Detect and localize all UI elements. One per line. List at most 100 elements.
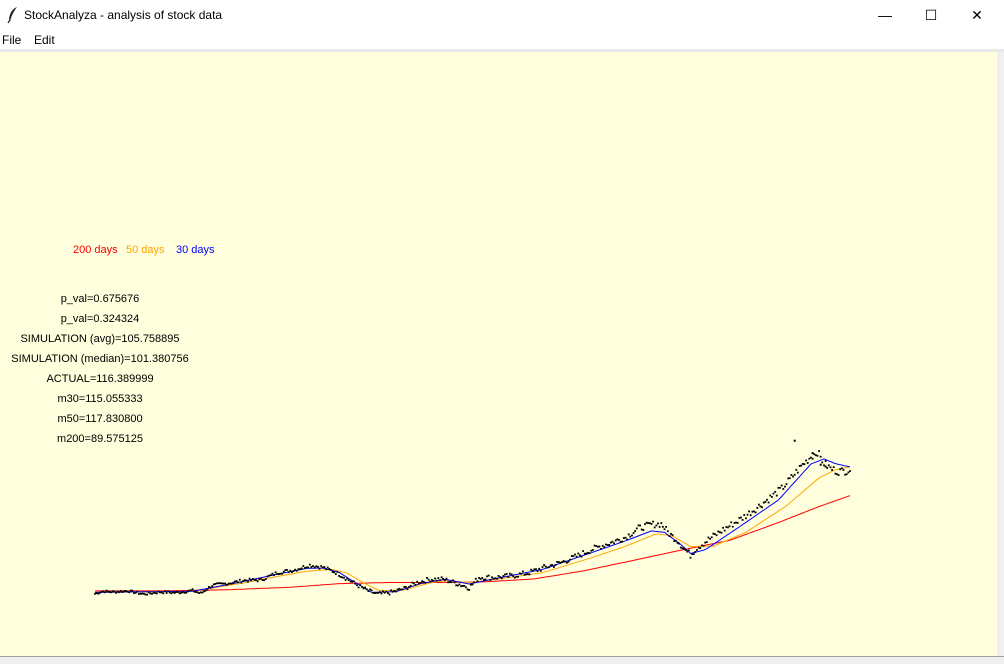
price-point bbox=[697, 546, 700, 549]
price-point bbox=[177, 591, 179, 593]
price-point bbox=[286, 569, 288, 571]
price-point bbox=[811, 457, 814, 460]
price-point bbox=[230, 582, 233, 585]
stat-m200: m200=89.575125 bbox=[57, 433, 143, 445]
ma30-series bbox=[94, 458, 851, 593]
price-point bbox=[561, 561, 563, 563]
price-point bbox=[191, 588, 194, 591]
price-point bbox=[253, 578, 256, 581]
price-point bbox=[829, 466, 832, 469]
price-point bbox=[566, 561, 568, 564]
price-point bbox=[683, 547, 685, 550]
price-point bbox=[701, 544, 703, 547]
price-point bbox=[491, 576, 493, 579]
price-point bbox=[382, 590, 384, 593]
price-point bbox=[824, 465, 827, 468]
price-point bbox=[756, 507, 759, 509]
price-point bbox=[497, 575, 500, 577]
ma50-series bbox=[94, 466, 851, 593]
price-point bbox=[509, 572, 511, 575]
price-point bbox=[227, 582, 230, 585]
price-point bbox=[313, 566, 316, 569]
price-point bbox=[271, 572, 274, 575]
price-point bbox=[442, 577, 445, 580]
menu-edit[interactable]: Edit bbox=[34, 33, 55, 47]
price-point bbox=[678, 542, 680, 545]
price-point bbox=[471, 583, 474, 586]
price-point bbox=[370, 589, 373, 592]
price-point bbox=[486, 575, 488, 578]
price-point bbox=[808, 457, 811, 460]
price-point bbox=[609, 541, 612, 544]
price-point bbox=[670, 533, 672, 535]
price-point bbox=[605, 543, 607, 546]
price-point bbox=[282, 570, 285, 573]
price-point bbox=[590, 549, 593, 552]
price-point bbox=[251, 578, 254, 580]
price-point bbox=[793, 473, 796, 476]
price-point bbox=[797, 471, 799, 474]
price-point bbox=[103, 591, 106, 594]
price-point bbox=[559, 561, 562, 564]
price-point bbox=[569, 558, 571, 561]
close-button[interactable]: ✕ bbox=[954, 0, 1000, 30]
price-point bbox=[403, 586, 406, 588]
price-point bbox=[533, 568, 536, 571]
price-point bbox=[216, 582, 218, 585]
price-point bbox=[417, 582, 420, 585]
price-point bbox=[304, 567, 306, 569]
price-point bbox=[662, 525, 664, 528]
price-point bbox=[754, 511, 757, 514]
price-point bbox=[196, 591, 199, 594]
price-point bbox=[116, 590, 119, 593]
price-point bbox=[393, 589, 396, 592]
price-point bbox=[333, 571, 336, 574]
price-point bbox=[582, 550, 584, 552]
price-point bbox=[644, 523, 646, 526]
price-point bbox=[287, 571, 290, 574]
price-point bbox=[660, 522, 663, 524]
price-point bbox=[400, 588, 402, 591]
price-point bbox=[411, 581, 414, 584]
price-point bbox=[753, 510, 755, 513]
price-point bbox=[823, 464, 825, 467]
menu-file[interactable]: File bbox=[2, 33, 22, 47]
price-point bbox=[479, 578, 482, 580]
price-point bbox=[237, 581, 240, 584]
price-point bbox=[792, 475, 794, 478]
price-point bbox=[657, 522, 659, 525]
price-point bbox=[779, 486, 781, 489]
price-point bbox=[247, 580, 249, 583]
price-point bbox=[546, 566, 549, 569]
price-point bbox=[556, 561, 558, 563]
price-point bbox=[465, 586, 467, 589]
price-point bbox=[383, 591, 386, 594]
price-point bbox=[404, 586, 407, 588]
price-point bbox=[199, 591, 202, 594]
price-point bbox=[775, 494, 778, 497]
price-point bbox=[507, 576, 510, 578]
price-point bbox=[256, 580, 259, 583]
price-point bbox=[761, 506, 763, 509]
price-point bbox=[321, 566, 324, 569]
price-point bbox=[219, 582, 222, 585]
price-point bbox=[847, 471, 850, 474]
price-point bbox=[173, 592, 176, 594]
price-point bbox=[195, 591, 197, 593]
price-point bbox=[97, 592, 100, 595]
price-point bbox=[593, 544, 596, 547]
price-point bbox=[530, 568, 532, 571]
minimize-button[interactable]: — bbox=[862, 0, 908, 30]
price-point bbox=[702, 544, 705, 547]
price-point bbox=[748, 510, 750, 513]
price-series bbox=[94, 439, 851, 596]
price-point bbox=[492, 577, 495, 580]
legend-50-days: 50 days bbox=[126, 244, 165, 256]
price-point bbox=[341, 576, 344, 579]
maximize-button[interactable]: ☐ bbox=[908, 0, 954, 30]
price-point bbox=[616, 538, 619, 541]
price-point bbox=[803, 463, 806, 466]
price-point bbox=[211, 585, 214, 588]
price-point bbox=[585, 552, 588, 555]
price-point bbox=[186, 590, 189, 593]
